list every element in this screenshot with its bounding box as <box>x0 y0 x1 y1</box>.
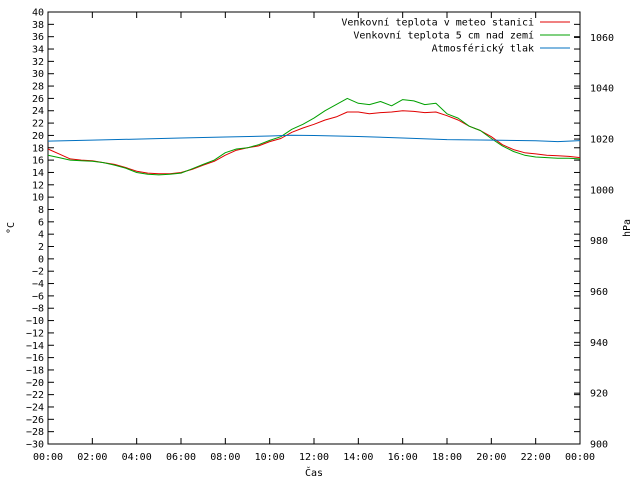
x-tick-label: 16:00 <box>388 452 418 463</box>
left-axis: 4038363432302826242220181614121086420−2−… <box>26 8 580 451</box>
left-tick-label: −14 <box>26 341 44 352</box>
left-tick-label: −22 <box>26 390 44 401</box>
x-tick-label: 20:00 <box>476 452 506 463</box>
right-tick-label: 1020 <box>590 135 614 146</box>
legend: Venkovní teplota v meteo staniciVenkovní… <box>341 17 570 55</box>
left-tick-label: 26 <box>32 94 44 105</box>
left-tick-label: −6 <box>32 291 44 302</box>
right-tick-label: 900 <box>590 440 608 451</box>
left-tick-label: 16 <box>32 156 44 167</box>
x-tick-label: 00:00 <box>33 452 63 463</box>
x-tick-label: 12:00 <box>299 452 329 463</box>
right-tick-label: 920 <box>590 389 608 400</box>
x-axis-title: Čas <box>305 466 323 479</box>
left-tick-label: 20 <box>32 131 44 142</box>
left-tick-label: 34 <box>32 45 44 56</box>
x-tick-label: 22:00 <box>521 452 551 463</box>
series-line-0 <box>47 110 581 175</box>
left-tick-label: −30 <box>26 440 44 451</box>
legend-label-0: Venkovní teplota v meteo stanici <box>341 17 534 29</box>
series-line-1 <box>47 97 581 176</box>
x-tick-label: 18:00 <box>432 452 462 463</box>
left-tick-label: 38 <box>32 20 44 31</box>
left-tick-label: −26 <box>26 415 44 426</box>
right-tick-label: 940 <box>590 338 608 349</box>
left-tick-label: −4 <box>32 279 44 290</box>
right-axis: 1060 1040 1020 1000 980 960 940 920 900 <box>574 33 614 451</box>
left-tick-label: 14 <box>32 168 44 179</box>
left-tick-label: 0 <box>38 254 44 265</box>
series-lines <box>47 97 581 176</box>
legend-label-2: Atmosférický tlak <box>432 43 534 55</box>
left-tick-label: 28 <box>32 82 44 93</box>
plot-frame <box>47 11 581 445</box>
left-tick-label: −10 <box>26 316 44 327</box>
left-tick-label: −28 <box>26 427 44 438</box>
right-tick-label: 1000 <box>590 185 614 196</box>
left-tick-label: 12 <box>32 180 44 191</box>
x-tick-label: 10:00 <box>255 452 285 463</box>
x-tick-label: 06:00 <box>166 452 196 463</box>
x-axis: 00:00 02:00 04:00 06:00 08:00 10:00 12:00 14:00… <box>33 12 595 463</box>
x-tick-label: 08:00 <box>210 452 240 463</box>
left-tick-label: −18 <box>26 365 44 376</box>
left-tick-label: −2 <box>32 267 44 278</box>
left-tick-label: 2 <box>38 242 44 253</box>
right-tick-label: 960 <box>590 287 608 298</box>
series-line-2 <box>47 134 581 143</box>
x-tick-label: 04:00 <box>122 452 152 463</box>
left-axis-title: °C <box>6 222 17 234</box>
left-tick-label: −12 <box>26 328 44 339</box>
x-tick-label: 02:00 <box>77 452 107 463</box>
left-tick-label: 22 <box>32 119 44 130</box>
left-tick-label: 40 <box>32 8 44 19</box>
right-tick-label: 1040 <box>590 84 614 95</box>
left-tick-label: 32 <box>32 57 44 68</box>
x-tick-label: 14:00 <box>343 452 373 463</box>
left-tick-label: −20 <box>26 378 44 389</box>
left-tick-label: 4 <box>38 230 44 241</box>
x-tick-label: 00:00 <box>565 452 595 463</box>
right-axis-title: hPa <box>622 219 633 237</box>
left-tick-label: −24 <box>26 402 44 413</box>
left-tick-label: 10 <box>32 193 44 204</box>
left-tick-label: 30 <box>32 69 44 80</box>
left-tick-label: −8 <box>32 304 44 315</box>
left-tick-label: −16 <box>26 353 44 364</box>
left-tick-label: 18 <box>32 143 44 154</box>
left-tick-label: 6 <box>38 217 44 228</box>
left-tick-label: 36 <box>32 32 44 43</box>
right-tick-label: 980 <box>590 236 608 247</box>
left-tick-label: 24 <box>32 106 44 117</box>
left-tick-label: 8 <box>38 205 44 216</box>
right-tick-label: 1060 <box>590 33 614 44</box>
legend-label-1: Venkovní teplota 5 cm nad zemí <box>353 30 534 42</box>
